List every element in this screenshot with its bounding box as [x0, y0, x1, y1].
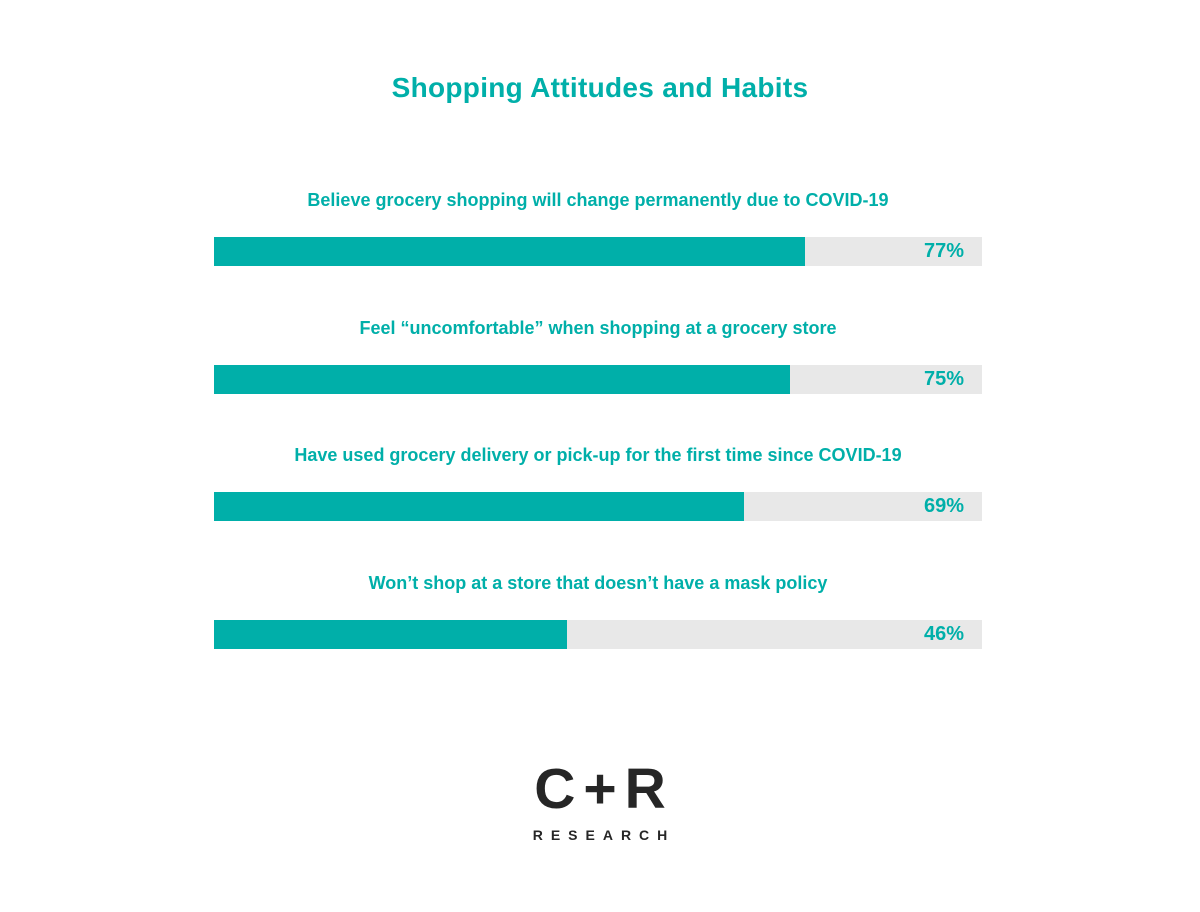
bar-value-3: 69%	[923, 495, 964, 517]
cr-research-logo: C+R RESEARCH	[0, 757, 1200, 844]
bar-chart: Believe grocery shopping will change per…	[214, 0, 982, 700]
bar-track-4: 46%	[214, 620, 982, 649]
bar-row-3: Have used grocery delivery or pick-up fo…	[214, 443, 982, 521]
bar-track-3: 69%	[214, 492, 982, 521]
bar-label-1: Believe grocery shopping will change per…	[307, 190, 889, 210]
bar-row-4: Won’t shop at a store that doesn’t have …	[214, 571, 982, 649]
bar-track-2: 75%	[214, 365, 982, 394]
bar-track-1: 77%	[214, 237, 982, 266]
bar-fill-2	[214, 365, 790, 394]
chart-title: Shopping Attitudes and Habits	[391, 72, 809, 103]
bar-label-2: Feel “uncomfortable” when shopping at a …	[359, 318, 837, 338]
bar-fill-3	[214, 492, 744, 521]
bar-fill-4	[214, 620, 568, 649]
bar-label-4: Won’t shop at a store that doesn’t have …	[368, 573, 828, 593]
logo-subtext: RESEARCH	[532, 827, 676, 843]
logo-wordmark: C+R	[534, 757, 674, 821]
bar-value-4: 46%	[923, 623, 964, 645]
bar-row-1: Believe grocery shopping will change per…	[214, 188, 982, 266]
bar-fill-1	[214, 237, 806, 266]
bar-value-2: 75%	[923, 368, 964, 390]
bar-row-2: Feel “uncomfortable” when shopping at a …	[214, 316, 982, 394]
bar-value-1: 77%	[923, 240, 964, 262]
bar-label-3: Have used grocery delivery or pick-up fo…	[294, 445, 902, 465]
